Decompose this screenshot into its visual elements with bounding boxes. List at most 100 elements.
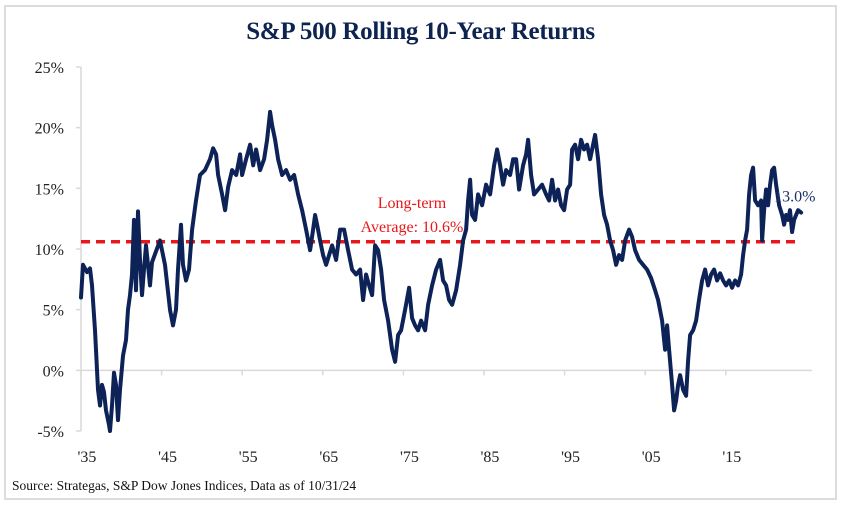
data-point — [199, 174, 201, 176]
average-label-line2: Average: 10.6% — [361, 219, 464, 236]
data-point — [195, 200, 197, 201]
data-point — [771, 169, 773, 171]
data-point — [548, 200, 550, 201]
data-point — [493, 164, 495, 166]
data-point — [657, 299, 659, 301]
data-point — [692, 329, 694, 331]
data-point — [571, 149, 573, 150]
data-point — [646, 269, 648, 271]
data-point — [455, 289, 457, 291]
data-point — [765, 189, 767, 190]
data-point — [451, 304, 453, 306]
data-point — [750, 174, 752, 176]
x-tick-label: '65 — [319, 449, 338, 466]
data-point — [797, 209, 799, 211]
data-point — [545, 193, 547, 195]
data-point — [180, 224, 182, 226]
data-point — [204, 169, 206, 171]
data-point — [131, 274, 133, 275]
data-point — [603, 214, 605, 216]
data-point — [394, 361, 396, 363]
data-point — [94, 329, 96, 331]
data-point — [767, 204, 769, 206]
data-point — [289, 179, 291, 181]
data-point — [115, 384, 117, 386]
data-point — [761, 240, 763, 241]
data-point — [778, 204, 780, 206]
data-point — [505, 169, 507, 171]
data-point — [557, 189, 559, 190]
data-point — [309, 249, 311, 251]
data-point — [227, 186, 229, 188]
data-point — [583, 149, 585, 150]
data-point — [245, 158, 247, 160]
data-point — [650, 277, 652, 279]
data-point — [621, 259, 623, 261]
data-point — [748, 193, 750, 195]
data-point — [343, 229, 345, 231]
data-point — [215, 153, 217, 155]
data-point — [374, 244, 376, 246]
data-point — [322, 254, 324, 256]
data-point — [580, 139, 582, 141]
data-point — [105, 409, 107, 411]
data-point — [789, 209, 791, 211]
data-point — [235, 174, 237, 176]
data-point — [701, 280, 703, 281]
y-tick-label: -5% — [37, 424, 64, 441]
data-point — [151, 261, 153, 263]
data-point — [566, 189, 568, 190]
data-point — [442, 280, 444, 281]
data-point — [485, 184, 487, 186]
data-point — [281, 174, 283, 176]
data-point — [431, 284, 433, 286]
data-point — [335, 259, 337, 261]
data-point — [285, 169, 287, 171]
data-point — [527, 139, 529, 141]
data-point — [695, 320, 697, 322]
data-point — [496, 149, 498, 150]
data-point — [710, 274, 712, 275]
data-point — [439, 259, 441, 261]
x-tick-label: '35 — [78, 449, 97, 466]
data-point — [139, 259, 141, 261]
data-point — [671, 384, 673, 386]
data-point — [471, 214, 473, 216]
data-point — [793, 219, 795, 221]
data-point — [719, 272, 721, 274]
data-point — [512, 158, 514, 160]
data-point — [241, 174, 243, 176]
data-point — [563, 209, 565, 211]
data-point — [249, 144, 251, 146]
data-point — [319, 240, 321, 241]
x-axis-ticks: '35 '45 '55 '65 '75 '85 '95 '05 '15 — [78, 370, 741, 466]
data-point — [328, 254, 330, 256]
data-point — [101, 384, 103, 386]
data-point — [127, 309, 129, 311]
data-point — [212, 147, 214, 149]
data-point — [325, 264, 327, 266]
data-point — [387, 320, 389, 322]
data-point — [263, 158, 265, 160]
data-point — [577, 158, 579, 160]
data-point — [459, 264, 461, 266]
data-point — [589, 158, 591, 160]
data-point — [716, 280, 718, 281]
data-point — [111, 405, 113, 406]
data-point — [773, 167, 775, 169]
data-point — [560, 204, 562, 206]
data-point — [113, 372, 115, 374]
data-point — [122, 355, 124, 357]
chart-title: S&P 500 Rolling 10-Year Returns — [246, 18, 595, 45]
data-point — [164, 264, 166, 266]
data-point — [489, 193, 491, 195]
data-point — [638, 259, 640, 261]
y-tick-label: 20% — [35, 121, 64, 138]
data-point — [477, 193, 479, 195]
data-point — [91, 284, 93, 286]
data-point — [108, 424, 110, 426]
data-point — [147, 264, 149, 266]
data-point — [530, 174, 532, 176]
data-point — [125, 339, 127, 341]
data-point — [624, 240, 626, 241]
